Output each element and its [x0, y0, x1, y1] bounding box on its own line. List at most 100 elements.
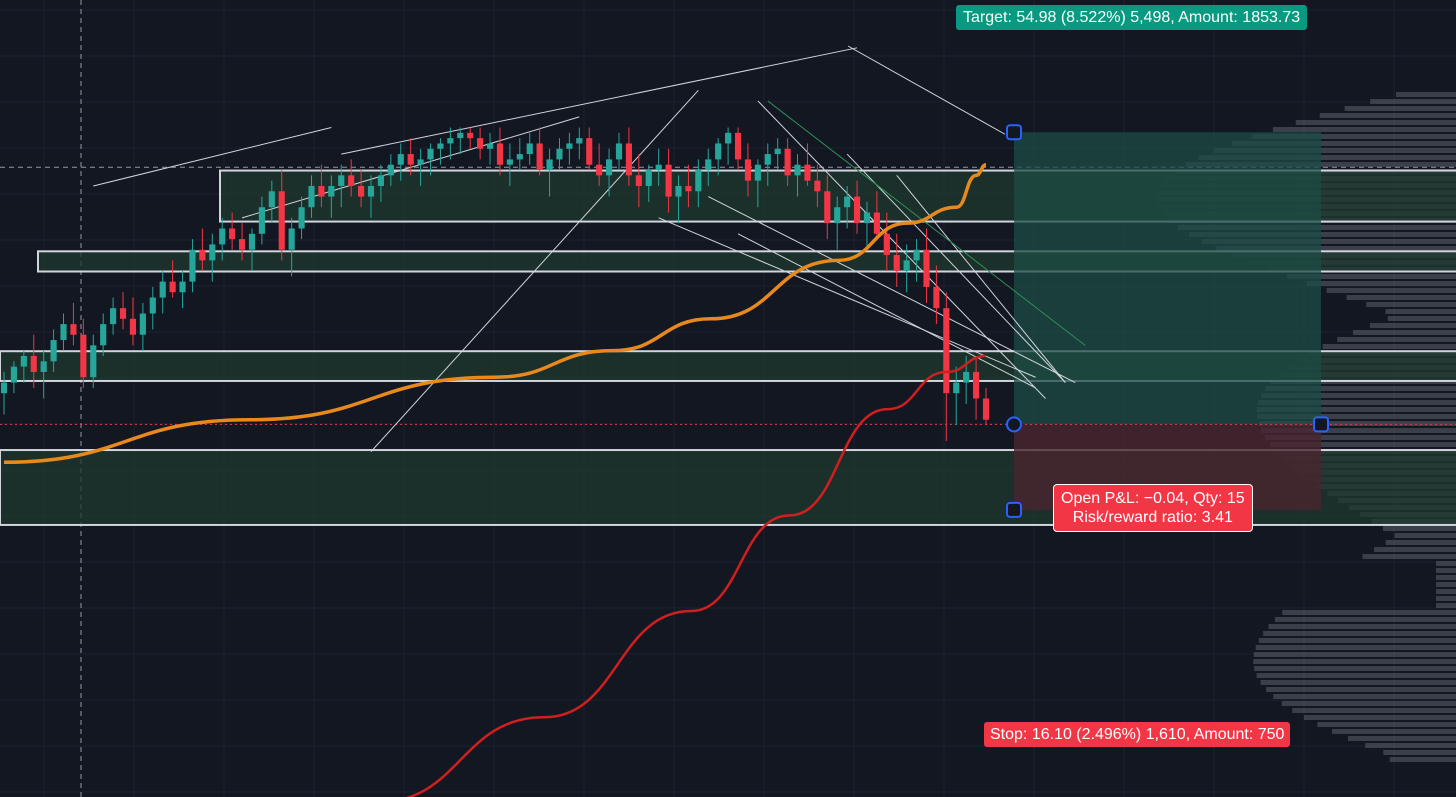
- volume-profile-bar: [1256, 673, 1456, 678]
- volume-profile-bar: [1385, 309, 1456, 314]
- candle: [923, 228, 930, 303]
- candle: [199, 228, 206, 271]
- trend-line[interactable]: [93, 127, 332, 187]
- target-label[interactable]: Target: 54.98 (8.522%) 5,498, Amount: 18…: [956, 5, 1308, 30]
- candle: [169, 260, 176, 298]
- volume-profile-bar: [1265, 386, 1456, 391]
- candle-body: [536, 143, 543, 171]
- candle: [873, 191, 880, 240]
- target-handle[interactable]: [1006, 124, 1022, 141]
- candle-body: [397, 154, 404, 165]
- trend-line[interactable]: [708, 196, 1076, 384]
- candle-body: [50, 340, 57, 362]
- candle-body: [774, 148, 781, 155]
- candle: [437, 138, 444, 165]
- candle: [288, 217, 295, 277]
- candle-body: [725, 132, 732, 144]
- candle: [110, 297, 117, 335]
- volume-profile-bar: [1365, 743, 1456, 748]
- volume-profile-bar: [1214, 148, 1456, 153]
- volume-profile-bar: [1251, 134, 1456, 139]
- trend-line[interactable]: [370, 89, 699, 452]
- volume-profile-bar: [1258, 638, 1456, 643]
- trend-line[interactable]: [767, 100, 1086, 346]
- candle: [179, 270, 186, 309]
- candle-body: [675, 185, 682, 197]
- volume-profile-bar: [1216, 246, 1456, 251]
- candle: [982, 387, 990, 426]
- candle: [477, 127, 484, 160]
- volume-profile-bar: [1255, 645, 1456, 650]
- target-zone[interactable]: [1014, 132, 1321, 425]
- stop-handle[interactable]: [1006, 501, 1022, 518]
- volume-profile-bar: [1254, 666, 1456, 671]
- candle-body: [348, 175, 355, 186]
- candle: [774, 138, 781, 171]
- candle: [615, 132, 623, 171]
- candle-body: [982, 398, 990, 420]
- volume-profile-bar: [1353, 330, 1456, 335]
- candle: [80, 318, 87, 388]
- candle-body: [159, 281, 166, 298]
- candle-body: [417, 159, 424, 165]
- candle-body: [844, 196, 851, 208]
- trend-line[interactable]: [896, 175, 1066, 383]
- candle-body: [863, 212, 871, 224]
- trend-line[interactable]: [737, 233, 1036, 389]
- volume-profile-bar: [1295, 120, 1456, 125]
- trend-line[interactable]: [757, 100, 1046, 399]
- entry-handle[interactable]: [1006, 416, 1022, 433]
- volume-profile-bar: [1436, 589, 1456, 594]
- candle: [238, 223, 246, 261]
- candle: [844, 185, 851, 229]
- candle: [744, 143, 752, 197]
- candle: [715, 138, 722, 176]
- candle-body: [358, 185, 365, 197]
- volume-profile-bar: [1319, 113, 1456, 118]
- candle-body: [258, 207, 265, 234]
- candle: [139, 302, 146, 351]
- candle-body: [298, 207, 305, 229]
- moving-averages: [3, 162, 987, 797]
- volume-profile-bar: [1436, 561, 1456, 566]
- candle-body: [70, 324, 77, 335]
- stop-label[interactable]: Stop: 16.10 (2.496%) 1,610, Amount: 750: [984, 722, 1291, 747]
- candle-body: [655, 164, 662, 171]
- trend-lines[interactable]: [93, 45, 1086, 452]
- candle: [516, 138, 523, 171]
- candle-body: [715, 143, 722, 160]
- candle-body: [804, 164, 811, 181]
- candle: [853, 180, 861, 234]
- volume-profile-bar: [1257, 407, 1456, 412]
- candle-body: [407, 154, 414, 165]
- candle-body: [457, 132, 464, 139]
- trend-line[interactable]: [846, 153, 1066, 383]
- candle-body: [149, 297, 156, 314]
- trend-line[interactable]: [658, 217, 1036, 378]
- candle: [695, 159, 702, 208]
- candle: [377, 164, 385, 202]
- candle: [248, 228, 256, 271]
- position-handles[interactable]: [1006, 124, 1329, 518]
- width-handle[interactable]: [1313, 416, 1329, 433]
- candle-body: [665, 164, 672, 197]
- open-pnl-text: Open P&L: −0.04, Qty: 15: [1061, 490, 1245, 507]
- volume-profile-bar: [1337, 337, 1456, 342]
- candle: [467, 127, 474, 149]
- candlestick-series: [0, 127, 990, 442]
- candle: [100, 313, 107, 356]
- target-connector-line: [847, 45, 1006, 135]
- candle: [973, 355, 980, 420]
- candle: [675, 175, 682, 224]
- candle-body: [90, 345, 97, 378]
- candle: [536, 127, 543, 176]
- candle-body: [873, 212, 880, 234]
- candle: [824, 175, 831, 240]
- volume-profile-bar: [1389, 757, 1456, 762]
- candle-body: [318, 185, 325, 197]
- trend-line[interactable]: [341, 47, 858, 155]
- candle: [189, 239, 196, 293]
- candle-body: [734, 132, 742, 160]
- candle-body: [377, 175, 385, 186]
